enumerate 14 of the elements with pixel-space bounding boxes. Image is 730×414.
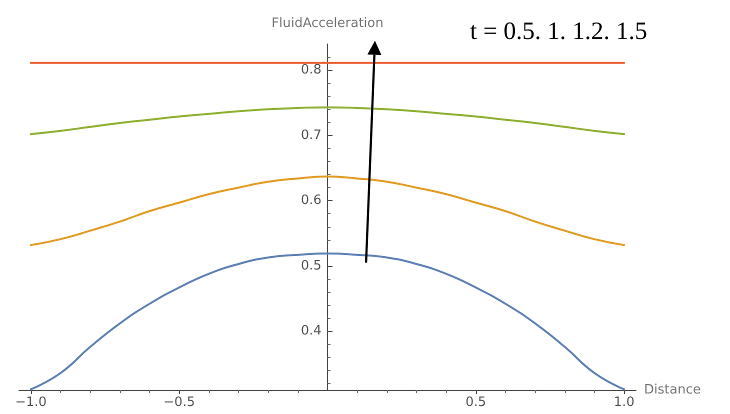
x-tick-label: 1.0 — [614, 395, 634, 410]
x-tick-label: −1.0 — [15, 395, 47, 410]
line-series — [30, 252, 626, 390]
x-axis-title: Distance — [644, 382, 701, 398]
y-tick-label: 0.5 — [300, 258, 322, 274]
y-tick-label: 0.7 — [300, 128, 322, 143]
y-tick-label: 0.4 — [300, 324, 322, 339]
y-tick-label: 0.8 — [300, 62, 322, 78]
line-series — [30, 176, 626, 246]
annotation: t = 0.5. 1. 1.2. 1.5 — [470, 18, 648, 46]
x-tick-label: 0.5 — [465, 395, 486, 410]
x-tick-label: −0.5 — [163, 395, 195, 410]
y-axis-title: FluidAcceleration — [272, 16, 384, 31]
y-tick-label: 0.6 — [300, 193, 322, 208]
